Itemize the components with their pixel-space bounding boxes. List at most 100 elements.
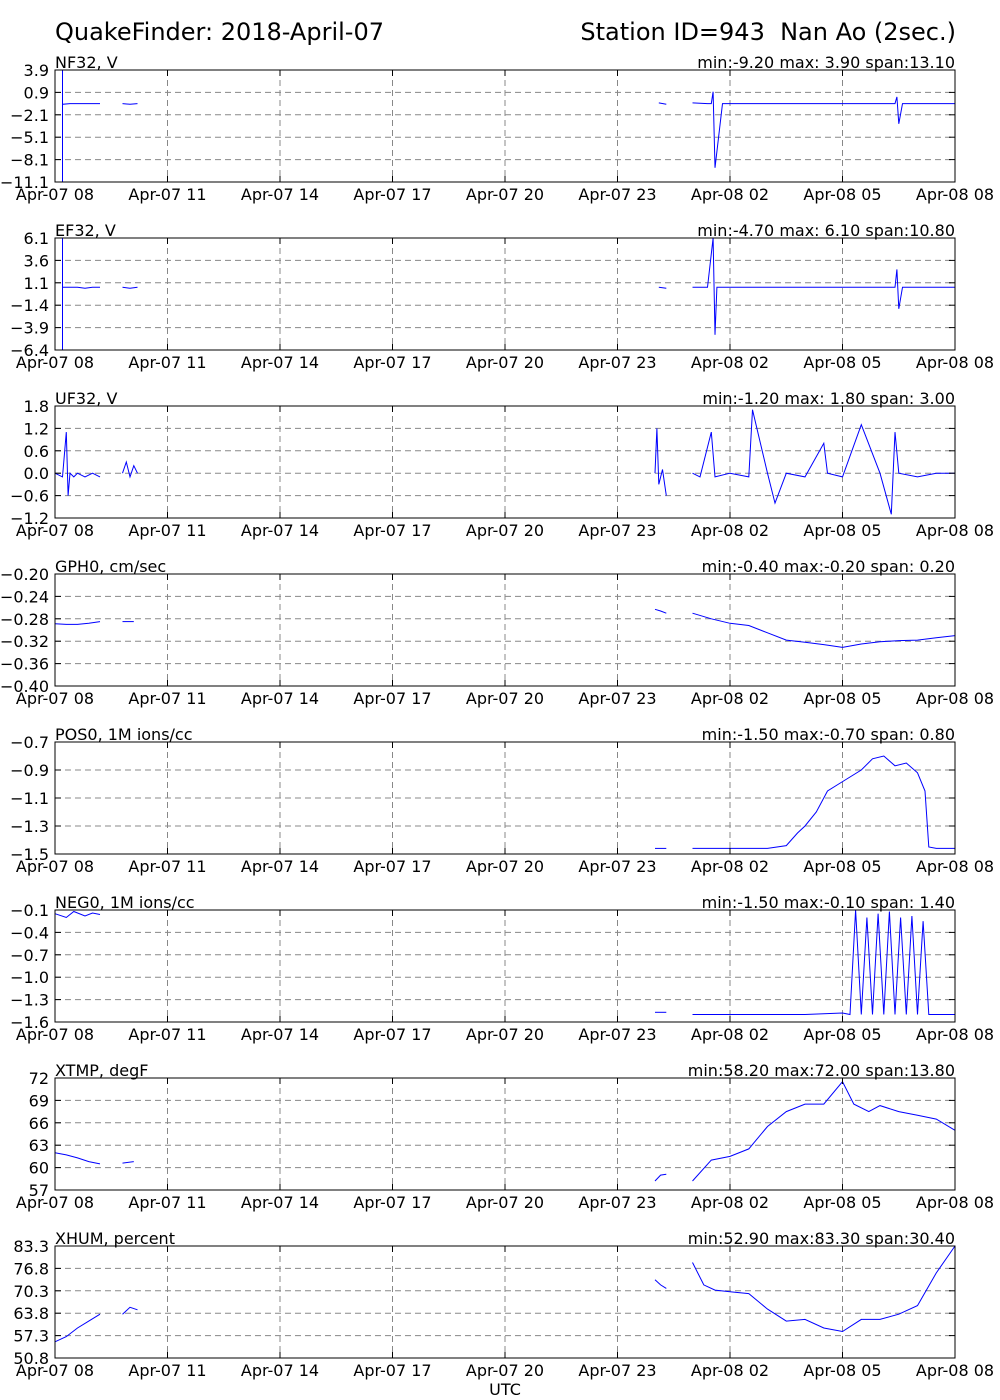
x-tick-label: Apr-07 08 — [16, 1361, 94, 1380]
x-tick-label: Apr-07 23 — [578, 689, 656, 708]
x-tick-label: Apr-07 17 — [353, 1193, 431, 1212]
x-tick-label: Apr-07 17 — [353, 1025, 431, 1044]
x-tick-label: Apr-07 14 — [241, 353, 319, 372]
data-series-7-2 — [122, 1161, 134, 1164]
y-tick-label: 63.8 — [13, 1304, 49, 1323]
x-tick-label: Apr-07 20 — [466, 689, 544, 708]
x-tick-label: Apr-07 14 — [241, 185, 319, 204]
y-tick-label: 1.8 — [24, 397, 49, 416]
y-tick-label: −0.4 — [10, 923, 49, 942]
y-tick-label: −1.3 — [10, 991, 49, 1010]
data-series-2-3 — [122, 286, 138, 289]
x-tick-label: Apr-08 08 — [916, 353, 994, 372]
data-series-7-3 — [654, 1173, 667, 1182]
y-tick-label: −1.2 — [10, 509, 49, 528]
x-tick-label: Apr-07 11 — [128, 1025, 206, 1044]
x-tick-label: Apr-08 02 — [691, 353, 769, 372]
x-tick-label: Apr-07 11 — [128, 1193, 206, 1212]
y-tick-label: 0.0 — [24, 464, 49, 483]
y-tick-label: 70.3 — [13, 1282, 49, 1301]
x-tick-label: Apr-08 02 — [691, 521, 769, 540]
channel-stats: min:-0.40 max:-0.20 span: 0.20 — [702, 557, 955, 576]
data-series-8-4 — [692, 1245, 956, 1333]
x-tick-label: Apr-08 05 — [803, 521, 881, 540]
x-tick-label: Apr-07 11 — [128, 521, 206, 540]
y-tick-label: −0.24 — [0, 587, 49, 606]
y-tick-label: −1.0 — [10, 968, 49, 987]
channel-label: XHUM, percent — [55, 1229, 175, 1248]
x-tick-label: Apr-07 20 — [466, 185, 544, 204]
y-tick-label: −1.3 — [10, 817, 49, 836]
y-tick-label: −0.7 — [10, 733, 49, 752]
y-tick-label: −8.1 — [10, 151, 49, 170]
y-tick-label: 66 — [29, 1114, 49, 1133]
x-tick-label: Apr-07 23 — [578, 857, 656, 876]
x-tick-label: Apr-07 14 — [241, 689, 319, 708]
data-series-8-3 — [654, 1279, 667, 1289]
channel-label: NEG0, 1M ions/cc — [55, 893, 195, 912]
x-tick-label: Apr-08 02 — [691, 857, 769, 876]
chart-title-left: QuakeFinder: 2018-April-07 — [55, 18, 384, 46]
x-tick-label: Apr-08 02 — [691, 1193, 769, 1212]
data-series-4-3 — [654, 608, 667, 614]
x-tick-label: Apr-07 23 — [578, 1025, 656, 1044]
y-tick-label: −11.1 — [0, 173, 49, 192]
x-tick-label: Apr-08 08 — [916, 1025, 994, 1044]
y-tick-label: 1.2 — [24, 419, 49, 438]
x-tick-label: Apr-08 02 — [691, 689, 769, 708]
channel-stats: min:-1.50 max:-0.70 span: 0.80 — [702, 725, 955, 744]
y-tick-label: 57 — [29, 1181, 49, 1200]
channel-label: NF32, V — [55, 53, 118, 72]
y-tick-label: −0.32 — [0, 632, 49, 651]
x-tick-label: Apr-07 17 — [353, 353, 431, 372]
channel-stats: min:-9.20 max: 3.90 span:13.10 — [697, 53, 955, 72]
data-series-1-4 — [658, 102, 667, 105]
x-tick-label: Apr-07 14 — [241, 1025, 319, 1044]
data-series-1-3 — [122, 103, 138, 105]
channel-stats: min:-4.70 max: 6.10 span:10.80 — [697, 221, 955, 240]
y-tick-label: −0.7 — [10, 946, 49, 965]
y-tick-label: −1.1 — [10, 789, 49, 808]
x-tick-label: Apr-07 11 — [128, 1361, 206, 1380]
channel-label: XTMP, degF — [55, 1061, 148, 1080]
data-series-7-4 — [692, 1080, 956, 1182]
y-tick-label: 50.8 — [13, 1349, 49, 1368]
x-tick-label: Apr-07 23 — [578, 353, 656, 372]
data-series-2-4 — [658, 286, 667, 289]
data-series-2-1 — [62, 286, 100, 289]
y-tick-label: 69 — [29, 1091, 49, 1110]
data-series-3-4 — [692, 409, 955, 515]
y-tick-label: −0.1 — [10, 901, 49, 920]
x-tick-label: Apr-07 08 — [16, 521, 94, 540]
x-tick-label: Apr-07 23 — [578, 521, 656, 540]
x-tick-label: Apr-07 14 — [241, 1193, 319, 1212]
data-series-7-1 — [54, 1152, 101, 1165]
channel-stats: min:52.90 max:83.30 span:30.40 — [688, 1229, 955, 1248]
y-tick-label: 57.3 — [13, 1327, 49, 1346]
y-tick-label: 76.8 — [13, 1259, 49, 1278]
y-tick-label: −1.5 — [10, 845, 49, 864]
x-tick-label: Apr-07 20 — [466, 1361, 544, 1380]
y-tick-label: −1.4 — [10, 296, 49, 315]
x-tick-label: Apr-08 08 — [916, 1193, 994, 1212]
channel-label: GPH0, cm/sec — [55, 557, 166, 576]
x-tick-label: Apr-08 05 — [803, 689, 881, 708]
y-tick-label: −0.28 — [0, 610, 49, 629]
x-tick-label: Apr-07 14 — [241, 857, 319, 876]
x-tick-label: Apr-07 08 — [16, 1025, 94, 1044]
data-series-4-1 — [54, 621, 101, 625]
data-series-3-3 — [654, 428, 667, 496]
y-tick-label: −0.9 — [10, 761, 49, 780]
y-tick-label: 1.1 — [24, 274, 49, 293]
x-tick-label: Apr-07 23 — [578, 185, 656, 204]
data-series-4-4 — [692, 612, 956, 648]
x-tick-label: Apr-07 08 — [16, 1193, 94, 1212]
y-tick-label: −1.6 — [10, 1013, 49, 1032]
x-tick-label: Apr-08 02 — [691, 1025, 769, 1044]
channel-label: POS0, 1M ions/cc — [55, 725, 193, 744]
x-tick-label: Apr-07 14 — [241, 1361, 319, 1380]
y-tick-label: −6.4 — [10, 341, 49, 360]
x-tick-label: Apr-07 14 — [241, 521, 319, 540]
data-series-2-5 — [692, 237, 955, 335]
